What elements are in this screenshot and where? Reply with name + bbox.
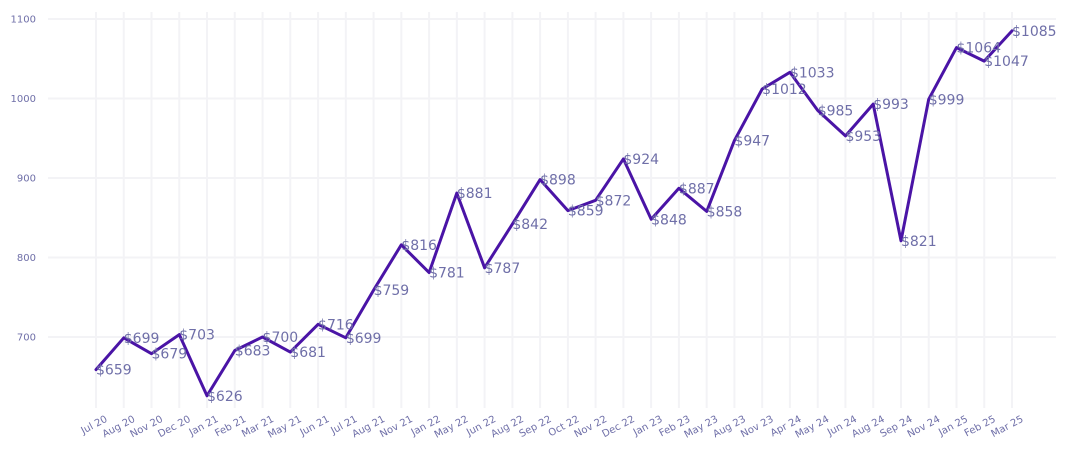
data-label: $872 (596, 193, 632, 209)
data-point (789, 71, 791, 73)
data-point (900, 240, 902, 242)
data-label: $716 (318, 317, 354, 333)
data-point (761, 88, 763, 90)
data-point (650, 218, 652, 220)
data-label: $1085 (1012, 24, 1057, 40)
data-label: $699 (346, 331, 382, 347)
y-tick-label: 800 (17, 253, 36, 264)
data-label: $859 (568, 204, 604, 220)
data-point (428, 272, 430, 274)
data-label: $1012 (762, 82, 807, 98)
data-point (262, 336, 264, 338)
x-tick-label: Sep 22 (518, 414, 554, 440)
data-label: $953 (845, 129, 881, 145)
data-label: $700 (263, 330, 299, 346)
data-point (622, 158, 624, 160)
data-label: $787 (485, 261, 521, 277)
data-label: $858 (707, 204, 743, 220)
data-point (872, 103, 874, 105)
data-point (373, 289, 375, 291)
series-line (94, 29, 1014, 398)
data-label: $1047 (984, 54, 1029, 70)
data-label: $759 (374, 283, 410, 299)
data-label: $681 (290, 345, 326, 361)
data-label: $842 (512, 217, 548, 233)
data-label: $924 (623, 152, 659, 168)
data-point (345, 337, 347, 339)
data-point (844, 135, 846, 137)
data-point (511, 223, 513, 225)
data-point (595, 199, 597, 201)
data-label: $1064 (956, 41, 1001, 57)
data-point (928, 98, 930, 100)
data-point (317, 323, 319, 325)
data-point (983, 60, 985, 62)
data-point (289, 351, 291, 353)
data-point (456, 192, 458, 194)
grid (48, 12, 1056, 408)
data-point (178, 334, 180, 336)
data-point (484, 267, 486, 269)
data-point (733, 140, 735, 142)
data-label: $816 (401, 238, 437, 254)
data-label: $985 (818, 103, 854, 119)
data-point (567, 210, 569, 212)
data-label: $781 (429, 266, 465, 282)
data-label: $993 (873, 97, 909, 113)
x-tick-label: Mar 25 (990, 414, 1026, 440)
y-tick-label: 1000 (11, 94, 36, 105)
data-label: $683 (235, 344, 271, 360)
data-point (95, 369, 97, 371)
data-label: $947 (734, 134, 770, 150)
data-point (539, 179, 541, 181)
data-label: $848 (651, 212, 687, 228)
data-label: $898 (540, 173, 576, 189)
y-tick-label: 900 (17, 174, 36, 185)
data-label: $679 (152, 347, 188, 363)
data-point (400, 244, 402, 246)
data-label: $887 (679, 181, 715, 197)
data-label: $703 (179, 328, 215, 344)
data-label: $999 (929, 92, 965, 108)
data-point (706, 210, 708, 212)
data-point (151, 353, 153, 355)
y-axis: 700 800 900 1000 1100 (11, 15, 36, 344)
y-tick-label: 1100 (11, 15, 36, 26)
data-label: $821 (901, 234, 937, 250)
data-point (678, 187, 680, 189)
data-point (123, 337, 125, 339)
data-label: $626 (207, 389, 243, 405)
data-label: $881 (457, 186, 493, 202)
data-label: $659 (96, 363, 132, 379)
data-label: $699 (124, 331, 160, 347)
data-point (1011, 30, 1013, 32)
data-point (206, 395, 208, 397)
data-label: $1033 (790, 65, 835, 81)
data-point (817, 109, 819, 111)
x-tick-label: Jun 21 (298, 414, 332, 439)
data-point (234, 350, 236, 352)
data-point (955, 47, 957, 49)
y-tick-label: 700 (17, 333, 36, 344)
data-labels: $659$699$679$703$626$683$700$681$716$699… (95, 24, 1057, 405)
